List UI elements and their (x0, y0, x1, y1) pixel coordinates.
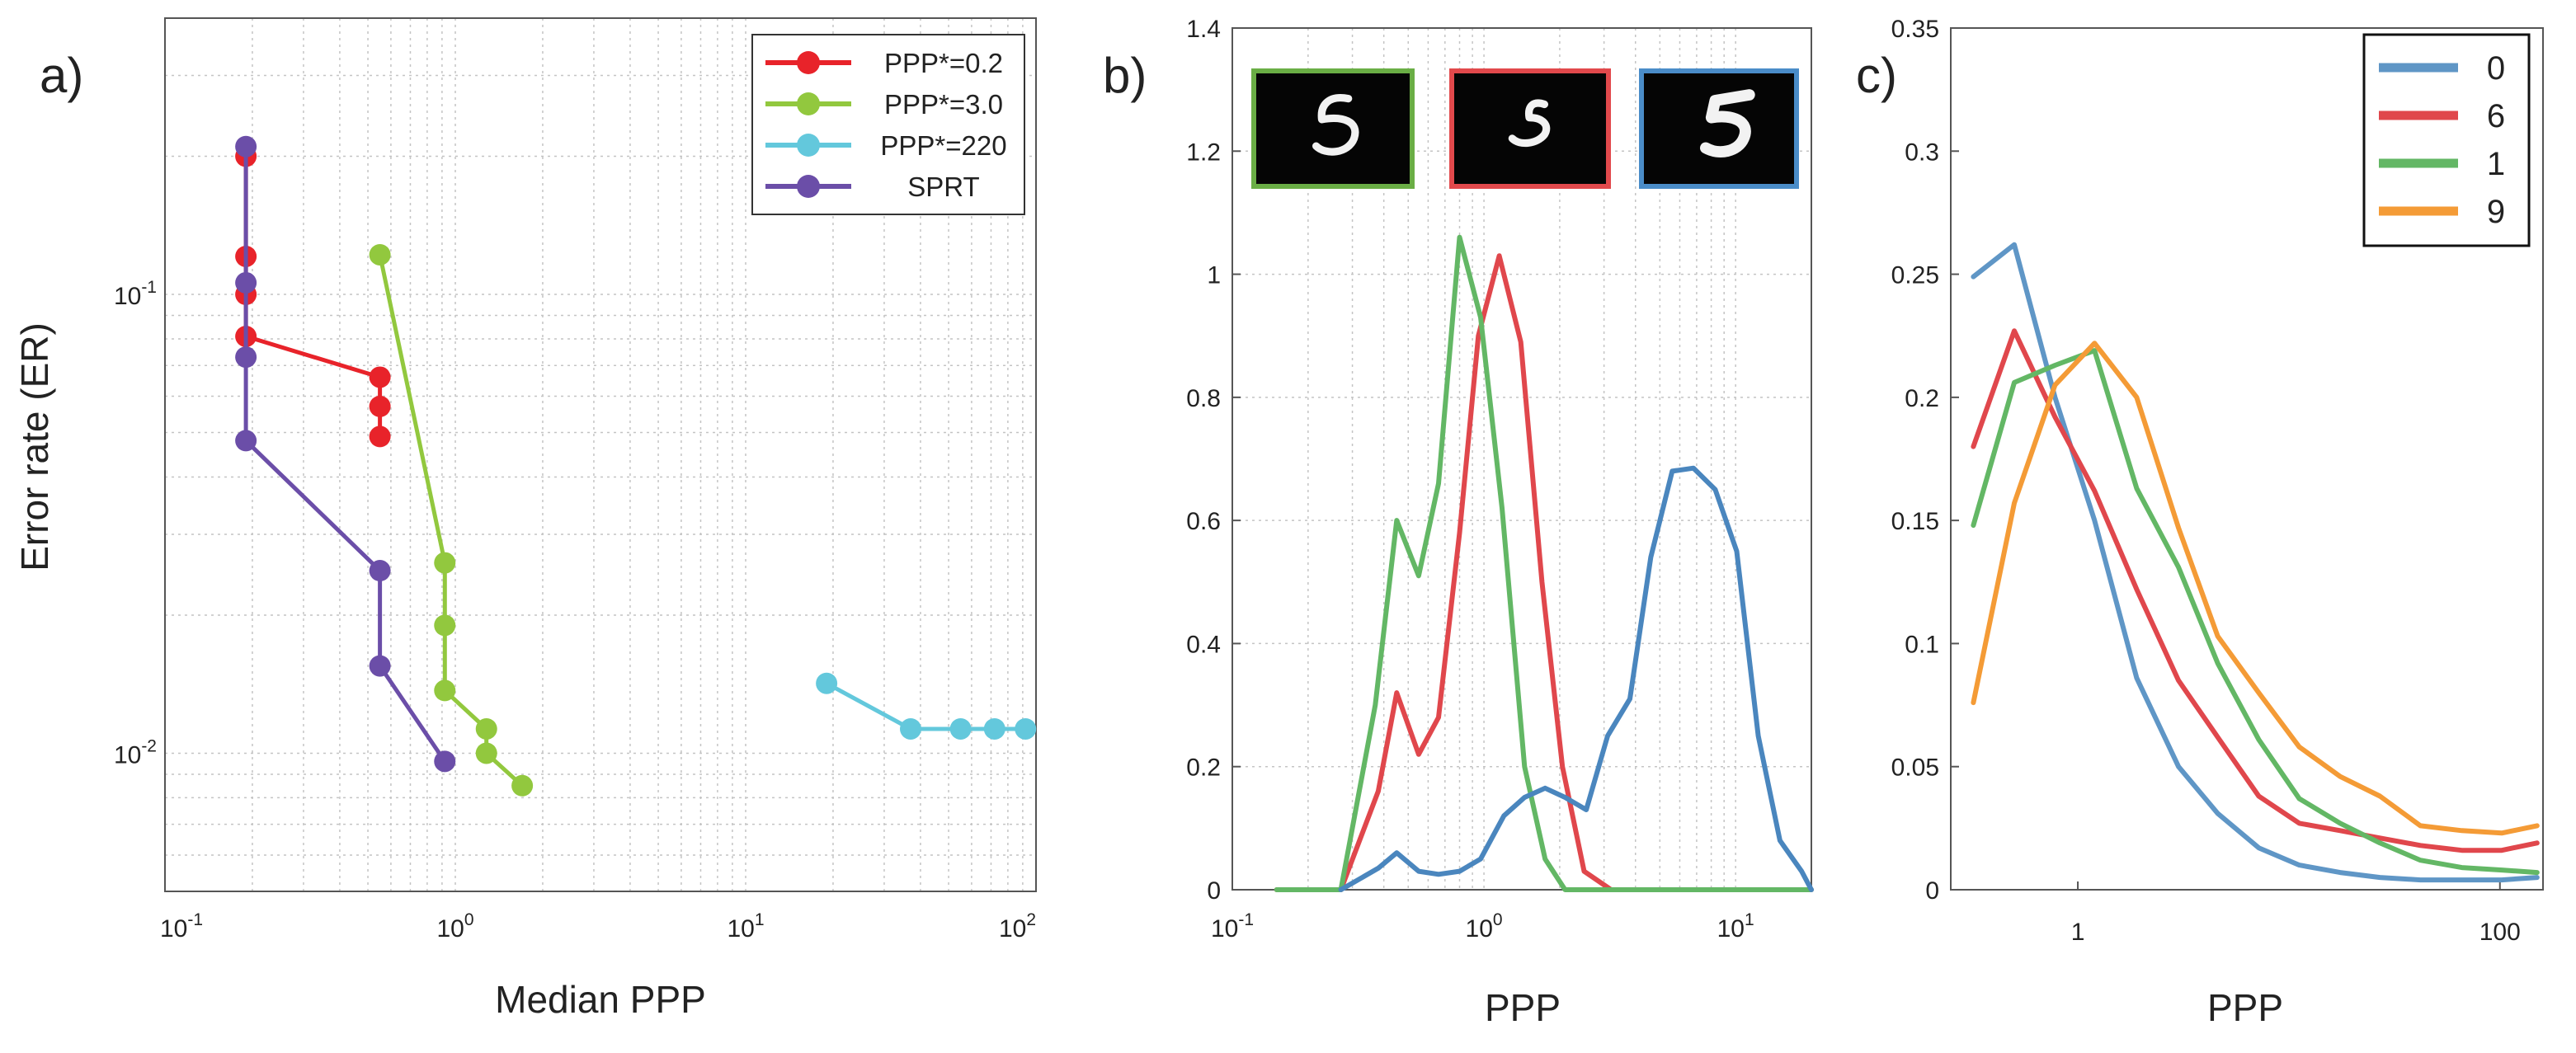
panel-letter-a: a) (40, 48, 83, 103)
data-point-a (816, 672, 838, 694)
legend-label-c: 0 (2487, 50, 2505, 87)
y-tick-label-c: 0.3 (1905, 139, 1939, 166)
data-point-a (369, 425, 391, 448)
legend-label-c: 1 (2487, 146, 2505, 182)
y-tick-label-b: 1 (1207, 262, 1221, 289)
x-tick-label-b: 101 (1717, 910, 1754, 943)
data-point-a (434, 614, 456, 637)
legend-label-c: 9 (2487, 194, 2505, 230)
x-tick-label-b: 100 (1466, 910, 1503, 943)
digit-image-frame (1449, 68, 1611, 189)
panel-b-ppp-distribution-chart: b) PPP 0 0.2 0.4 0.6 0.8 1 1.2 1.4 10-1 100 101 (1103, 16, 1814, 1029)
x-tick-label-a: 101 (727, 910, 764, 943)
y-tick-label-b: 0.4 (1186, 631, 1221, 658)
data-point-a (235, 430, 257, 452)
digit-stroke (1699, 89, 1755, 157)
x-tick-label-a: 10-1 (160, 910, 203, 943)
digit-stroke (1508, 99, 1551, 148)
digit-image-1 (1251, 68, 1415, 189)
data-point-a (369, 366, 391, 388)
digit-image-frame (1639, 68, 1799, 189)
data-point-a (900, 717, 922, 740)
digit-image-2 (1449, 68, 1611, 189)
x-tick-label-a: 102 (999, 910, 1036, 943)
y-tick-label-c: 0.05 (1891, 754, 1939, 782)
data-point-a (369, 395, 391, 417)
data-point-a (235, 346, 257, 369)
data-point-a (475, 717, 497, 740)
digit-image-3 (1639, 68, 1799, 189)
legend-label-a: PPP*=3.0 (884, 89, 1003, 120)
legend-swatch-marker-a (797, 134, 820, 157)
y-tick-label-b: 0.6 (1186, 508, 1221, 535)
series-line-b (1274, 253, 1814, 892)
y-axis-label-a: Error rate (ER) (13, 322, 56, 571)
x-tick-label-c: 100 (2479, 919, 2521, 946)
x-axis-label-b: PPP (1485, 986, 1561, 1029)
data-point-a (434, 679, 456, 702)
panel-letter-c: c) (1856, 48, 1897, 103)
legend-label-a: SPRT (907, 172, 979, 202)
y-tick-label-c: 0.25 (1891, 262, 1939, 289)
series-line-b (1274, 234, 1814, 892)
data-point-a (369, 655, 391, 677)
y-tick-label-b: 1.4 (1186, 16, 1221, 43)
y-tick-label-b: 0 (1207, 877, 1221, 905)
data-point-a (1015, 717, 1037, 740)
data-point-a (369, 243, 391, 266)
y-tick-label-c: 0.2 (1905, 385, 1939, 412)
legend-label-c: 6 (2487, 98, 2505, 134)
digit-stroke (1312, 94, 1359, 156)
series-line-c (1971, 328, 2540, 853)
series-line-c (1971, 341, 2540, 836)
legend-swatch-marker-a (797, 175, 820, 198)
data-point-a (949, 717, 972, 740)
legend-swatch-marker-a (797, 51, 820, 74)
y-tick-label-b: 0.8 (1186, 385, 1221, 412)
x-axis-label-c: PPP (2207, 986, 2283, 1029)
y-tick-label-a: 10-1 (114, 278, 157, 310)
panel-c-ppp-by-digit-chart: c) PPP 0 0.05 0.1 0.15 0.2 0.25 0.3 0.35 1 100 0 6 1… (1856, 16, 2544, 1029)
x-axis-label-a: Median PPP (495, 978, 706, 1021)
y-tick-label-c: 0.1 (1905, 631, 1939, 658)
data-point-a (434, 750, 456, 773)
data-point-a (983, 717, 1005, 740)
panel-a-error-rate-chart: a) Error rate (ER) Median PPP 10-1 100 101… (13, 17, 1037, 1021)
digit-image-frame (1251, 68, 1415, 189)
data-point-a (235, 135, 257, 157)
y-tick-label-c: 0.35 (1891, 16, 1939, 43)
series-line-b (1338, 465, 1814, 892)
series-line-c (1971, 348, 2540, 876)
y-tick-label-c: 0 (1925, 877, 1939, 905)
y-tick-label-b: 1.2 (1186, 139, 1221, 166)
y-tick-label-a: 10-2 (114, 736, 157, 769)
legend-label-a: PPP*=220 (880, 130, 1006, 161)
legend-swatch-marker-a (797, 92, 820, 115)
legend-label-a: PPP*=0.2 (884, 48, 1003, 78)
x-tick-label-c: 1 (2071, 919, 2085, 946)
x-tick-label-a: 100 (436, 910, 473, 943)
data-point-a (235, 271, 257, 294)
panel-letter-b: b) (1103, 48, 1147, 103)
data-point-a (511, 774, 534, 797)
data-point-a (475, 742, 497, 764)
data-point-a (434, 552, 456, 574)
x-tick-label-b: 10-1 (1211, 910, 1254, 943)
data-point-a (369, 560, 391, 582)
plot-frame-a (164, 17, 1037, 892)
plot-frame-b (1231, 27, 1812, 891)
y-tick-label-b: 0.2 (1186, 754, 1221, 782)
y-tick-label-c: 0.15 (1891, 508, 1939, 535)
